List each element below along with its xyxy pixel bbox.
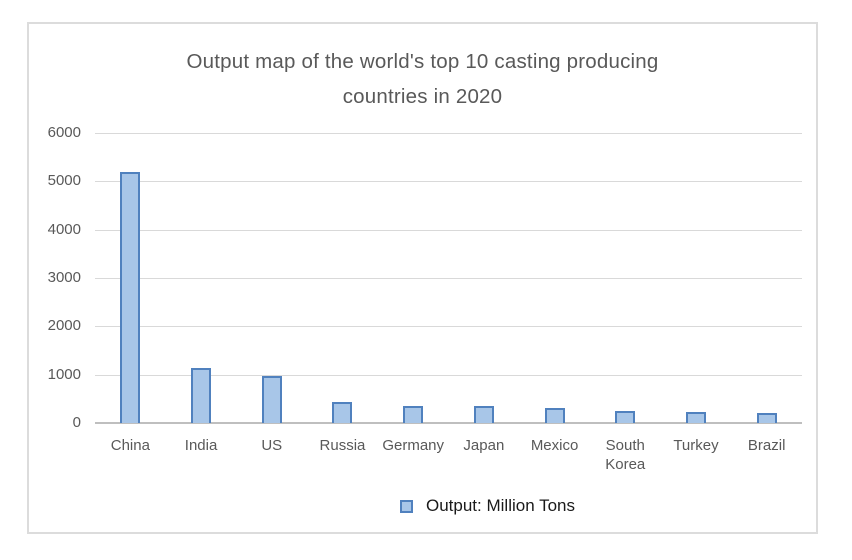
bar-mexico (544, 408, 565, 423)
bar-china (120, 172, 141, 423)
x-label-mexico: Mexico (530, 437, 579, 454)
y-tick-label-0: 0 (72, 414, 81, 431)
gridline-6000 (95, 133, 802, 134)
bar-india (191, 368, 212, 423)
gridline-3000 (95, 278, 802, 279)
bar-germany (403, 406, 424, 423)
gridline-1000 (95, 374, 802, 376)
bar-japan (473, 406, 494, 423)
x-label-japan: Japan (463, 437, 505, 454)
y-tick-label-5000: 5000 (47, 172, 81, 190)
bar-brazil (756, 413, 777, 423)
y-tick-label-3000: 3000 (47, 269, 81, 286)
y-tick-label-2000: 2000 (47, 317, 81, 335)
legend: Output: Million Tons (400, 496, 575, 516)
chart-frame: Output map of the world's top 10 casting… (27, 22, 818, 534)
y-tick-label-1000: 1000 (47, 365, 81, 383)
x-label-germany: Germany (382, 437, 444, 454)
bar-russia (332, 402, 353, 423)
x-label-russia: Russia (319, 437, 366, 454)
x-label-china: China (110, 437, 150, 454)
bar-us (261, 376, 282, 423)
bar-south-korea (615, 411, 636, 423)
x-label-turkey: Turkey (673, 437, 719, 454)
gridline-2000 (95, 326, 802, 328)
y-tick-label-4000: 4000 (47, 220, 81, 238)
y-tick-label-6000: 6000 (47, 124, 81, 141)
x-axis-labels: China India US Russia Germany Japan Mexico Sout… (95, 436, 802, 474)
x-label-south-korea: South Korea (605, 437, 646, 473)
gridline-5000 (95, 181, 802, 183)
legend-marker-icon (400, 499, 413, 513)
x-label-india: India (184, 437, 218, 454)
legend-label: Output: Million Tons (426, 496, 575, 515)
chart-title: Output map of the world's top 10 casting… (186, 50, 659, 108)
gridline-4000 (95, 229, 802, 231)
plot-area (95, 133, 802, 424)
x-label-us: US (261, 437, 283, 454)
x-label-brazil: Brazil (747, 437, 786, 454)
x-axis-line (95, 422, 802, 424)
bar-turkey (685, 412, 706, 423)
